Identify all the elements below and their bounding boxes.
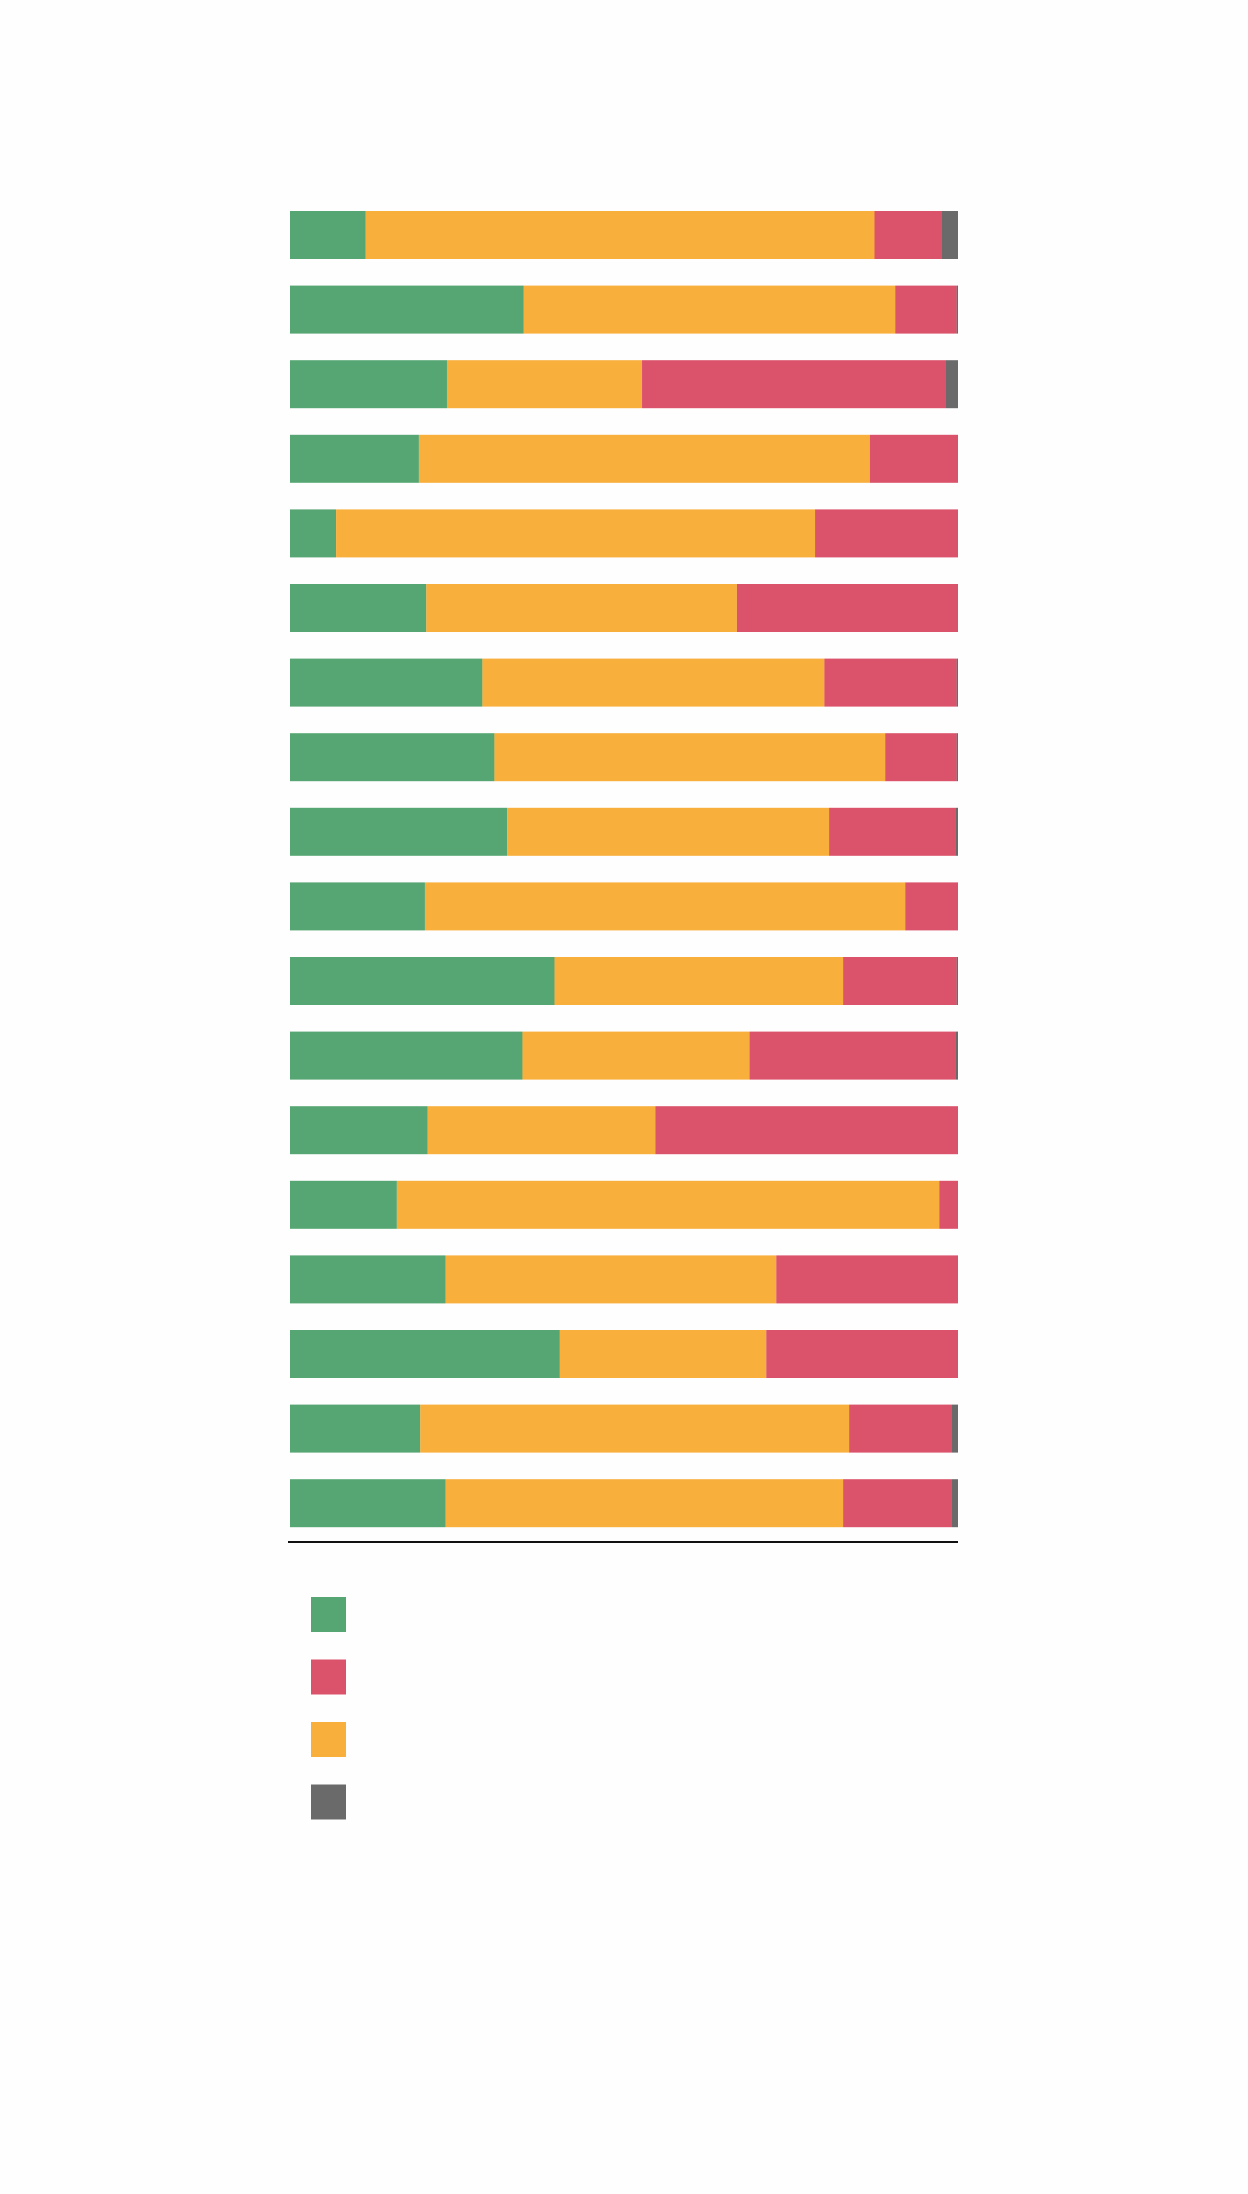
bar-segment-row-8-series-4 <box>956 733 958 782</box>
bar-segment-row-12-series-2 <box>522 1031 750 1080</box>
bar-segment-row-10-series-2 <box>424 882 906 931</box>
bar-segment-row-18-series-1 <box>290 1479 446 1528</box>
bar-segment-row-5-series-3 <box>815 509 958 558</box>
bar-segment-row-2-series-3 <box>895 285 957 334</box>
bar-segment-row-16-series-2 <box>559 1330 767 1378</box>
bar-segment-row-7-series-1 <box>290 658 483 707</box>
bar-segment-row-1-series-4 <box>941 211 958 259</box>
bar-segment-row-10-series-1 <box>290 882 425 931</box>
bar-segment-row-13-series-1 <box>290 1106 428 1155</box>
bar-segment-row-4-series-1 <box>290 434 419 483</box>
bar-segment-row-3-series-2 <box>446 360 643 409</box>
bar-segment-row-1-series-1 <box>290 211 366 259</box>
bar-segment-row-5-series-2 <box>336 509 816 558</box>
bar-segment-row-17-series-3 <box>849 1404 952 1453</box>
bar-segment-row-10-series-3 <box>905 882 958 931</box>
legend-swatch-1 <box>311 1597 346 1632</box>
bar-segment-row-3-series-1 <box>290 360 447 409</box>
bar-segment-row-12-series-1 <box>290 1031 523 1080</box>
bar-segment-row-4-series-3 <box>869 434 958 483</box>
bar-segment-row-18-series-2 <box>445 1479 844 1528</box>
bar-segment-row-17-series-1 <box>290 1404 421 1453</box>
bar-segment-row-11-series-2 <box>554 957 844 1005</box>
bar-segment-row-13-series-2 <box>427 1106 656 1155</box>
legend-swatch-2 <box>311 1659 346 1695</box>
bar-segment-row-17-series-4 <box>951 1404 958 1453</box>
bar-segment-row-8-series-2 <box>494 733 886 782</box>
bar-segment-row-7-series-3 <box>824 658 957 707</box>
bar-segment-row-6-series-1 <box>290 584 427 632</box>
bar-segment-row-2-series-4 <box>956 285 958 334</box>
bar-segment-row-8-series-3 <box>885 733 957 782</box>
bar-segment-row-6-series-3 <box>736 584 958 632</box>
legend-swatch-4 <box>311 1784 346 1820</box>
bar-segment-row-14-series-1 <box>290 1180 397 1229</box>
bar-segment-row-9-series-3 <box>829 807 956 856</box>
bar-segment-row-12-series-4 <box>956 1031 958 1080</box>
bar-segment-row-12-series-3 <box>749 1031 956 1080</box>
bar-segment-row-5-series-1 <box>290 509 337 558</box>
bar-segment-row-14-series-2 <box>396 1180 940 1229</box>
bar-segment-row-15-series-3 <box>776 1255 958 1304</box>
bar-segment-row-11-series-1 <box>290 957 555 1005</box>
legend-swatch-3 <box>311 1722 346 1757</box>
bar-segment-row-3-series-4 <box>945 360 958 409</box>
bar-segment-row-16-series-3 <box>766 1330 958 1378</box>
bar-segment-row-9-series-4 <box>955 807 958 856</box>
bar-segment-row-11-series-3 <box>843 957 957 1005</box>
bar-segment-row-2-series-1 <box>290 285 524 334</box>
bar-segment-row-13-series-3 <box>655 1106 958 1155</box>
bar-segment-row-16-series-1 <box>290 1330 560 1378</box>
bar-segment-row-9-series-1 <box>290 807 508 856</box>
bar-segment-row-1-series-3 <box>874 211 942 259</box>
bar-segment-row-8-series-1 <box>290 733 495 782</box>
bar-segment-row-17-series-2 <box>420 1404 850 1453</box>
bar-segment-row-9-series-2 <box>507 807 830 856</box>
bar-segment-row-2-series-2 <box>523 285 896 334</box>
bar-segment-row-7-series-4 <box>956 658 958 707</box>
bar-segment-row-14-series-3 <box>939 1180 958 1229</box>
bar-segment-row-4-series-2 <box>418 434 870 483</box>
bar-segment-row-15-series-1 <box>290 1255 446 1304</box>
bar-segment-row-7-series-2 <box>482 658 825 707</box>
legend <box>311 1597 346 1820</box>
bar-stack-group <box>290 211 958 1528</box>
bar-segment-row-3-series-3 <box>642 360 946 409</box>
bar-segment-row-6-series-2 <box>426 584 737 632</box>
bar-segment-row-11-series-4 <box>956 957 958 1005</box>
bar-segment-row-18-series-4 <box>951 1479 958 1528</box>
bar-segment-row-1-series-2 <box>365 211 875 259</box>
bar-segment-row-15-series-2 <box>445 1255 777 1304</box>
bar-segment-row-18-series-3 <box>843 1479 952 1528</box>
